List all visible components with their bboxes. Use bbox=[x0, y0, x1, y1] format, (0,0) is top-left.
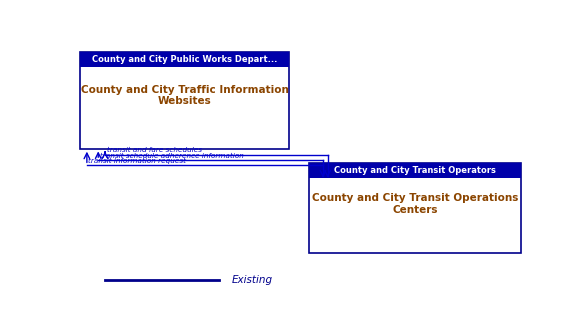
Text: County and City Public Works Depart...: County and City Public Works Depart... bbox=[92, 55, 277, 64]
Bar bbox=[80, 52, 289, 67]
Text: transit information request: transit information request bbox=[88, 158, 186, 164]
Text: transit schedule adherence information: transit schedule adherence information bbox=[100, 153, 243, 159]
Bar bbox=[80, 52, 289, 148]
Text: Existing: Existing bbox=[232, 275, 273, 285]
Text: County and City Transit Operators: County and City Transit Operators bbox=[334, 166, 496, 175]
Bar bbox=[309, 163, 520, 253]
Text: County and City Transit Operations
Centers: County and City Transit Operations Cente… bbox=[312, 193, 518, 215]
Bar bbox=[309, 163, 520, 178]
Text: transit and fare schedules: transit and fare schedules bbox=[107, 147, 202, 153]
Text: County and City Traffic Information
Websites: County and City Traffic Information Webs… bbox=[81, 85, 288, 106]
